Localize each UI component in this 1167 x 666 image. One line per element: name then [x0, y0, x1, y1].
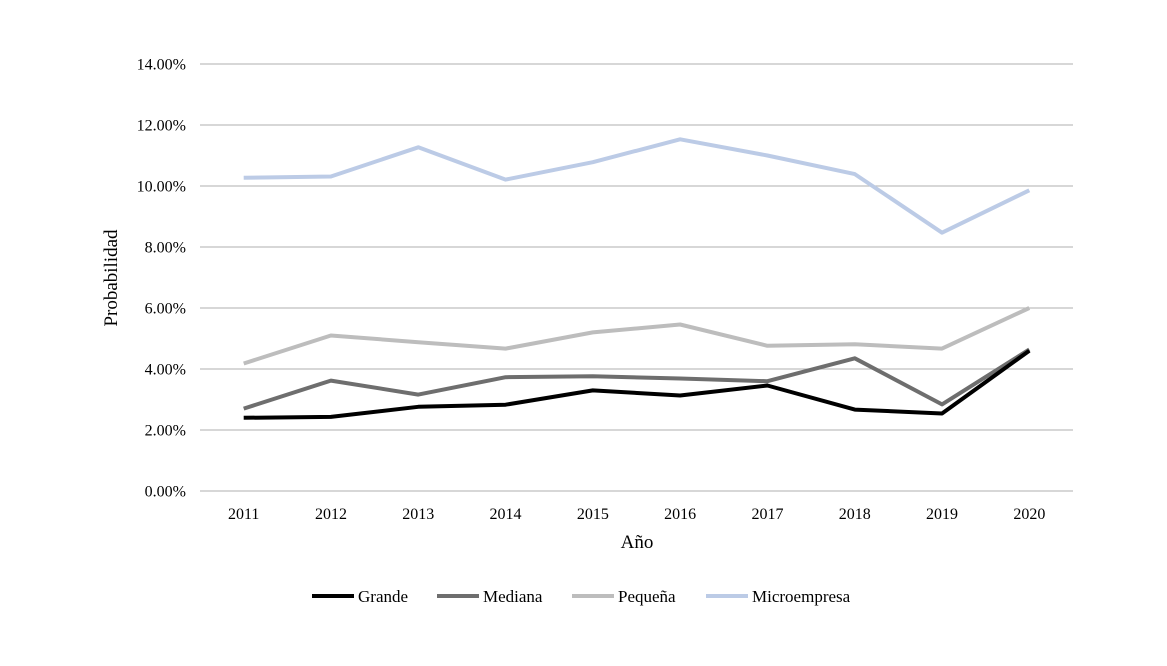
- legend-item-pequeña: Pequeña: [572, 587, 676, 606]
- y-tick-label: 4.00%: [145, 362, 186, 379]
- x-tick-label: 2018: [839, 506, 871, 523]
- series-line-grande: [243, 349, 1031, 420]
- legend-item-microempresa: Microempresa: [706, 587, 851, 606]
- legend-label: Grande: [358, 587, 408, 606]
- gridlines: [200, 63, 1073, 492]
- x-tick-label: 2019: [926, 506, 958, 523]
- x-axis-title: Año: [621, 532, 654, 553]
- series-line-pequeña: [243, 306, 1031, 366]
- y-axis-title: Probabilidad: [101, 229, 122, 327]
- legend: Grande Mediana Pequeña Microempresa: [312, 587, 851, 606]
- x-tick-label: 2011: [228, 506, 259, 523]
- legend-label: Mediana: [483, 587, 543, 606]
- y-tick-label: 6.00%: [145, 301, 186, 318]
- x-tick-label: 2016: [664, 506, 696, 523]
- series-lines: [243, 137, 1031, 420]
- legend-item-grande: Grande: [312, 587, 408, 606]
- y-tick-label: 10.00%: [137, 179, 186, 196]
- x-tick-label: 2012: [315, 506, 347, 523]
- x-tick-label: 2020: [1013, 506, 1045, 523]
- x-axis-tick-labels: 2011 2012 2013 2014 2015 2016 2017 2018 2019 2020: [228, 506, 1045, 523]
- x-tick-label: 2013: [402, 506, 434, 523]
- series-line-microempresa: [243, 137, 1031, 235]
- legend-label: Pequeña: [618, 587, 676, 606]
- y-tick-label: 8.00%: [145, 240, 186, 257]
- y-tick-label: 0.00%: [145, 484, 186, 501]
- legend-label: Microempresa: [752, 587, 851, 606]
- y-axis-tick-labels: 0.00% 2.00% 4.00% 6.00% 8.00% 10.00% 12.00% 14.…: [137, 57, 186, 501]
- y-tick-label: 14.00%: [137, 57, 186, 74]
- x-tick-label: 2015: [577, 506, 609, 523]
- x-tick-label: 2017: [751, 506, 783, 523]
- legend-item-mediana: Mediana: [437, 587, 543, 606]
- y-tick-label: 12.00%: [137, 118, 186, 135]
- y-tick-label: 2.00%: [145, 423, 186, 440]
- series-line-mediana: [243, 347, 1031, 411]
- x-tick-label: 2014: [490, 506, 522, 523]
